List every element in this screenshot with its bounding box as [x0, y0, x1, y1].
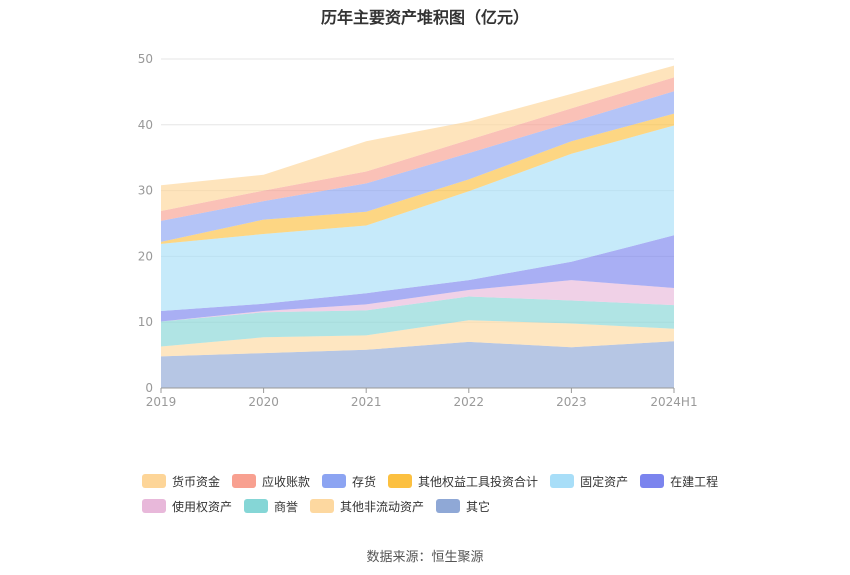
area-series-商誉[interactable] [161, 296, 674, 347]
y-tick-label: 50 [138, 52, 153, 66]
area-series-其他非流动资产[interactable] [161, 320, 674, 357]
x-tick-label: 2023 [556, 395, 587, 409]
legend-swatch [310, 499, 335, 513]
area-series-layer [161, 65, 674, 388]
area-series-使用权资产[interactable] [161, 280, 674, 322]
legend-label: 固定资产 [580, 474, 629, 489]
legend-item[interactable]: 在建工程 [640, 473, 718, 490]
x-tick-label: 2021 [351, 395, 382, 409]
area-series-在建工程[interactable] [161, 235, 674, 322]
legend-item[interactable]: 其它 [436, 498, 490, 515]
legend-label: 其它 [466, 499, 491, 514]
legend: 货币资金 应收账款 存货 其他权益工具投资合计 固定资产 在建工程 使用权资产 商誉 其他非流… [142, 472, 742, 522]
axes: 0 10 20 30 40 50 2019 2020 2021 2022 2023 2024H1 [138, 52, 698, 409]
legend-label: 其他权益工具投资合计 [418, 474, 539, 489]
legend-item[interactable]: 其他权益工具投资合计 [388, 473, 538, 490]
legend-item[interactable]: 货币资金 [142, 473, 220, 490]
x-tick-label: 2020 [248, 395, 279, 409]
legend-swatch [550, 474, 575, 488]
y-tick-label: 40 [138, 118, 153, 132]
legend-label: 其他非流动资产 [340, 499, 425, 514]
legend-swatch [142, 474, 166, 488]
area-series-其它[interactable] [161, 341, 674, 388]
legend-label: 使用权资产 [172, 499, 233, 514]
legend-row: 货币资金 应收账款 存货 其他权益工具投资合计 固定资产 在建工程 [142, 472, 742, 490]
y-tick-label: 0 [145, 381, 153, 395]
area-series-应收账款[interactable] [161, 77, 674, 221]
x-tick-label: 2024H1 [650, 395, 697, 409]
legend-label: 应收账款 [262, 474, 311, 489]
legend-swatch [640, 474, 665, 488]
chart-title: 历年主要资产堆积图（亿元） [320, 8, 529, 27]
legend-item[interactable]: 商誉 [244, 498, 298, 515]
legend-swatch [436, 499, 461, 513]
x-tick-label: 2022 [454, 395, 485, 409]
legend-swatch [388, 474, 413, 488]
legend-item[interactable]: 使用权资产 [142, 498, 232, 515]
legend-item[interactable]: 存货 [322, 473, 376, 490]
legend-swatch [322, 474, 347, 488]
legend-row: 使用权资产 商誉 其他非流动资产 其它 [142, 497, 742, 515]
legend-item[interactable]: 固定资产 [550, 473, 628, 490]
y-tick-label: 10 [138, 315, 153, 329]
legend-label: 商誉 [274, 499, 299, 514]
data-source-note: 数据来源：恒生聚源 [366, 550, 484, 565]
area-series-货币资金[interactable] [161, 65, 674, 211]
legend-item[interactable]: 应收账款 [232, 473, 310, 490]
legend-item[interactable]: 其他非流动资产 [310, 498, 424, 515]
stacked-area-chart: 0 10 20 30 40 50 2019 2020 2021 2022 2023 2024H1 [138, 52, 698, 409]
area-series-固定资产[interactable] [161, 125, 674, 312]
area-series-其他权益工具投资合计[interactable] [161, 113, 674, 244]
y-tick-label: 20 [138, 249, 153, 263]
x-tick-label: 2019 [146, 395, 177, 409]
y-tick-label: 30 [138, 184, 153, 198]
legend-label: 存货 [352, 474, 377, 489]
legend-label: 在建工程 [670, 474, 719, 489]
legend-swatch [142, 499, 166, 513]
area-series-存货[interactable] [161, 91, 674, 242]
legend-swatch [244, 499, 269, 513]
legend-label: 货币资金 [172, 474, 221, 489]
legend-swatch [232, 474, 257, 488]
